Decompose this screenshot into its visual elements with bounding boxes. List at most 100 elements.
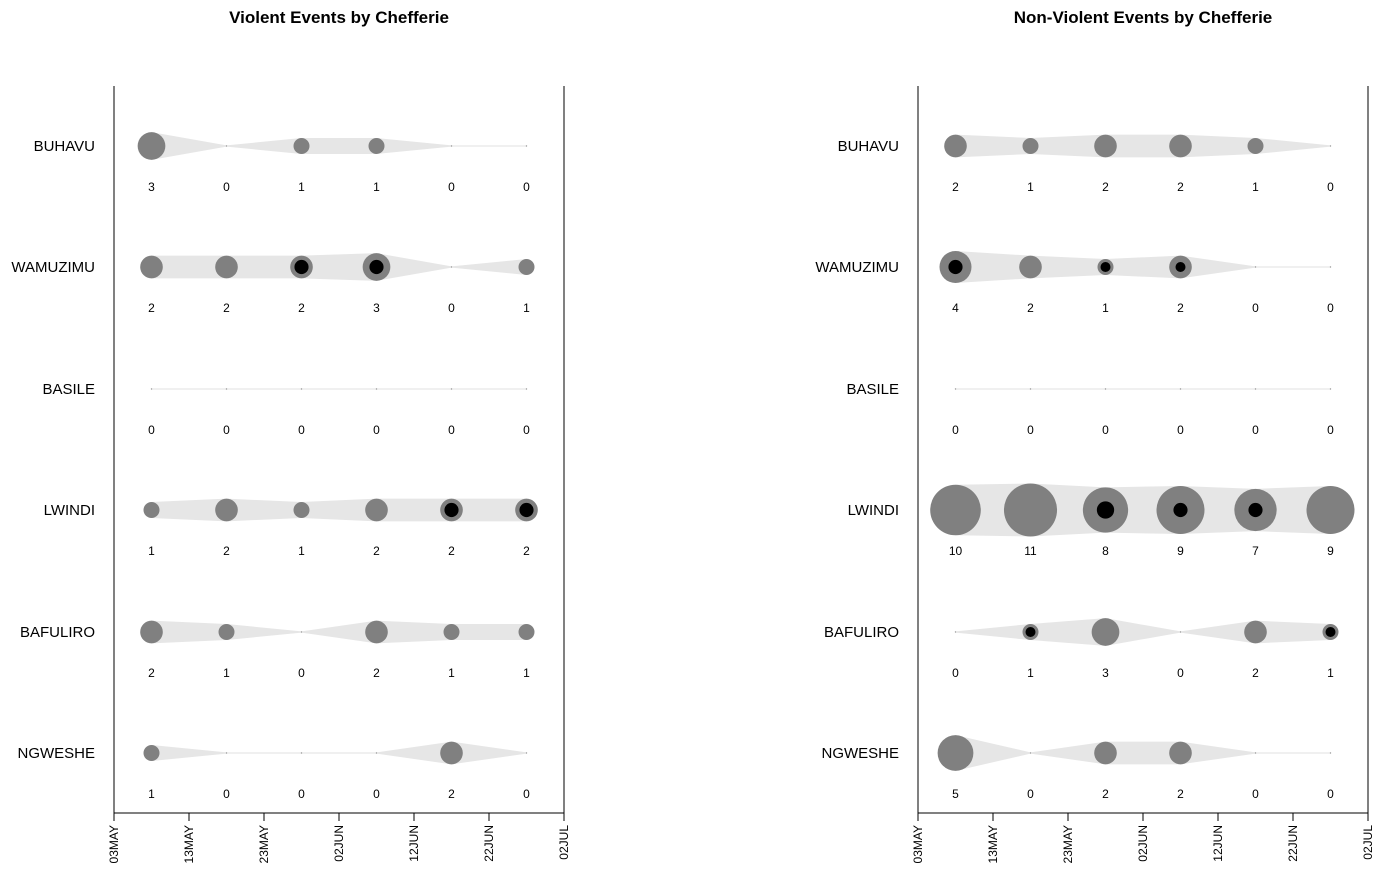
count-label: 1 bbox=[448, 666, 455, 680]
bubble-empty bbox=[1254, 752, 1257, 754]
band-segment bbox=[226, 255, 302, 279]
count-label: 0 bbox=[1177, 666, 1184, 680]
band-segment bbox=[1180, 741, 1256, 765]
x-tick-label: 03MAY bbox=[911, 825, 925, 863]
band-segment bbox=[955, 388, 1031, 390]
band-segment bbox=[151, 620, 227, 644]
count-label: 0 bbox=[1327, 180, 1334, 194]
band-segment bbox=[451, 741, 527, 765]
band-segment bbox=[451, 498, 527, 522]
bubble-empty bbox=[954, 388, 957, 390]
bubble-empty bbox=[300, 631, 303, 633]
count-label: 0 bbox=[448, 301, 455, 315]
count-label: 0 bbox=[298, 423, 305, 437]
count-label: 0 bbox=[523, 180, 530, 194]
bubble-empty bbox=[1179, 631, 1182, 633]
count-label: 0 bbox=[1327, 301, 1334, 315]
bubble bbox=[1306, 486, 1355, 534]
count-label: 0 bbox=[1027, 423, 1034, 437]
band-segment bbox=[376, 741, 452, 765]
bubble bbox=[215, 255, 238, 279]
count-label: 2 bbox=[1177, 180, 1184, 194]
bubble bbox=[1022, 138, 1039, 154]
bubble-empty bbox=[375, 388, 378, 390]
x-tick-label: 02JUL bbox=[557, 825, 571, 860]
band-segment bbox=[1180, 255, 1256, 279]
band-segment bbox=[226, 624, 302, 640]
count-label: 2 bbox=[1177, 787, 1184, 801]
count-label: 0 bbox=[1102, 423, 1109, 437]
band-segment bbox=[301, 388, 377, 390]
band-segment bbox=[1105, 741, 1181, 765]
count-label: 0 bbox=[298, 787, 305, 801]
band-segment bbox=[301, 620, 377, 644]
band-segment bbox=[451, 624, 527, 640]
band-segment bbox=[151, 745, 227, 761]
row-label: NGWESHE bbox=[17, 745, 95, 762]
row-lwindi: LWINDI 1 2 1 2 2 2 bbox=[44, 498, 538, 558]
count-label: 5 bbox=[952, 787, 959, 801]
count-label: 0 bbox=[223, 787, 230, 801]
band-segment bbox=[1255, 138, 1331, 154]
row-label: LWINDI bbox=[848, 502, 899, 519]
count-label: 1 bbox=[1252, 180, 1259, 194]
band-segment bbox=[451, 145, 527, 147]
bubble-empty bbox=[1104, 388, 1107, 390]
bubble bbox=[143, 502, 160, 518]
band-segment bbox=[226, 138, 302, 154]
x-tick-label: 13MAY bbox=[182, 825, 196, 863]
bubble bbox=[365, 620, 388, 644]
band-segment bbox=[1030, 618, 1106, 646]
row-wamuzimu: WAMUZIMU 4 2 1 2 0 0 bbox=[815, 251, 1334, 315]
count-label: 8 bbox=[1102, 544, 1109, 558]
band-segment bbox=[1180, 388, 1256, 390]
count-label: 1 bbox=[148, 544, 155, 558]
band-segment bbox=[1255, 620, 1331, 644]
bubble-empty bbox=[1179, 388, 1182, 390]
band-segment bbox=[151, 388, 227, 390]
chart-panel-1: Violent Events by Chefferie 03MAY 13MAY 23M… bbox=[11, 8, 571, 863]
row-label: WAMUZIMU bbox=[11, 259, 95, 276]
band-segment bbox=[1030, 255, 1106, 279]
bubble-inner bbox=[519, 502, 534, 518]
band-segment bbox=[151, 132, 227, 160]
count-label: 0 bbox=[298, 666, 305, 680]
band-segment bbox=[1105, 618, 1181, 646]
bubble-empty bbox=[375, 752, 378, 754]
band-segment bbox=[451, 259, 527, 275]
bubble-empty bbox=[525, 145, 528, 147]
chart-title: Violent Events by Chefferie bbox=[229, 8, 449, 27]
count-label: 0 bbox=[523, 787, 530, 801]
count-label: 1 bbox=[298, 180, 305, 194]
count-label: 0 bbox=[223, 180, 230, 194]
count-label: 1 bbox=[373, 180, 380, 194]
bubble bbox=[1244, 620, 1267, 644]
x-tick-label: 02JUN bbox=[332, 825, 346, 862]
bubble-empty bbox=[525, 752, 528, 754]
bubble-inner bbox=[1096, 501, 1115, 519]
band-segment bbox=[1105, 388, 1181, 390]
bubble bbox=[1169, 741, 1192, 765]
band-segment bbox=[376, 498, 452, 522]
count-label: 2 bbox=[298, 301, 305, 315]
bubble-inner bbox=[369, 259, 384, 275]
count-label: 1 bbox=[523, 301, 530, 315]
row-wamuzimu: WAMUZIMU 2 2 2 3 0 1 bbox=[11, 253, 535, 315]
x-tick-label: 23MAY bbox=[257, 825, 271, 863]
band-segment bbox=[226, 388, 302, 390]
count-label: 1 bbox=[148, 787, 155, 801]
bubble-inner bbox=[294, 259, 309, 275]
bubble-empty bbox=[1329, 145, 1332, 147]
band-segment bbox=[151, 498, 227, 522]
count-label: 0 bbox=[223, 423, 230, 437]
bubble bbox=[518, 624, 535, 640]
count-label: 0 bbox=[1027, 787, 1034, 801]
count-label: 9 bbox=[1177, 544, 1184, 558]
band-segment bbox=[955, 134, 1031, 158]
row-lwindi: LWINDI 10 11 8 9 7 9 bbox=[848, 483, 1355, 558]
bubble-empty bbox=[1254, 388, 1257, 390]
row-label: BASILE bbox=[846, 381, 899, 398]
row-buhavu: BUHAVU 2 1 2 2 1 0 bbox=[838, 134, 1334, 194]
bubble-empty bbox=[1029, 388, 1032, 390]
count-label: 0 bbox=[373, 423, 380, 437]
